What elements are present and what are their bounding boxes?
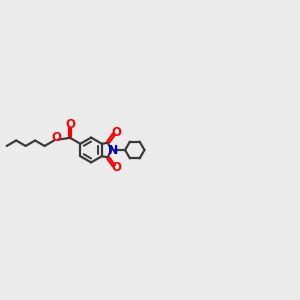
Text: O: O	[111, 126, 121, 139]
Text: O: O	[65, 118, 75, 131]
Text: N: N	[108, 143, 118, 157]
Text: O: O	[111, 161, 121, 174]
Text: O: O	[51, 131, 61, 144]
